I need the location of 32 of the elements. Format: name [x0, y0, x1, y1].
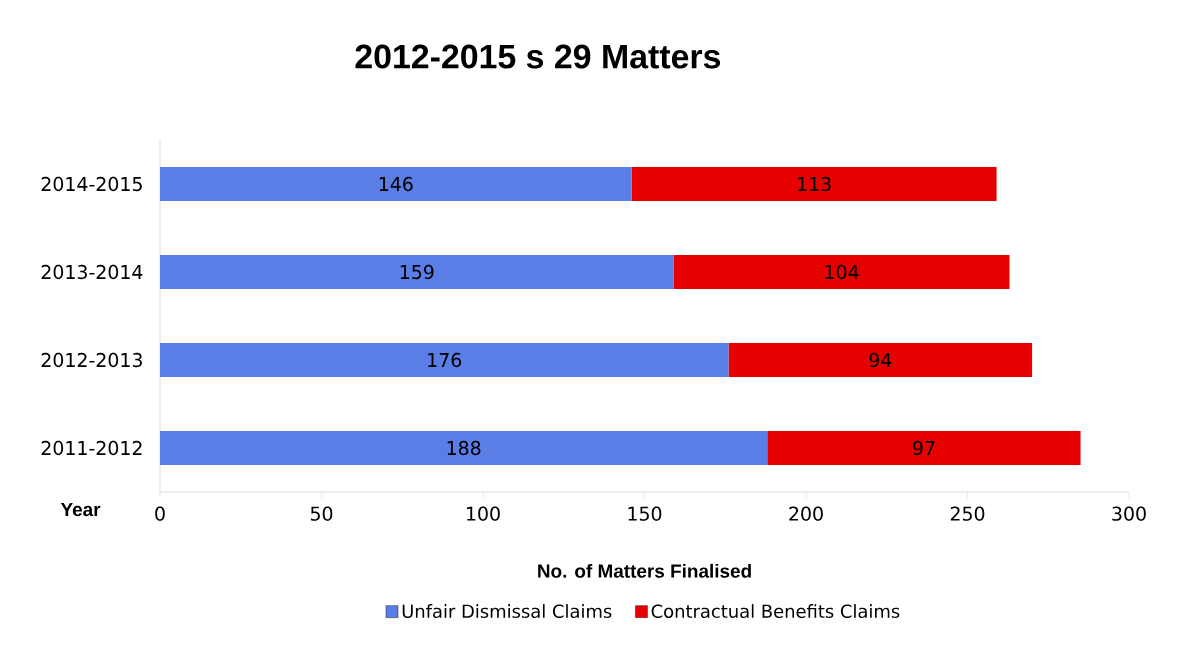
x-tick-label: 0 — [155, 506, 165, 521]
data-label: 159 — [400, 264, 434, 280]
y-tick-label: 2012-2013 — [41, 352, 142, 368]
x-axis-title: No. of Matters Finalised — [538, 563, 751, 578]
x-tick-label: 50 — [310, 506, 333, 521]
x-tick-label: 100 — [467, 506, 500, 521]
data-label: 104 — [825, 264, 859, 280]
y-tick-label: 2011-2012 — [41, 440, 142, 456]
x-tick-label: 300 — [1112, 506, 1146, 521]
bar — [160, 167, 632, 201]
bar — [160, 255, 674, 289]
legend-label: Contractual Benefits Claims — [651, 604, 900, 618]
bar — [728, 343, 1033, 377]
bar — [160, 343, 729, 377]
x-tick-label: 250 — [950, 506, 985, 521]
bar — [767, 431, 1081, 465]
data-label: 146 — [379, 176, 413, 192]
bar — [631, 167, 997, 201]
data-label: 97 — [913, 440, 935, 456]
chart-title: 2012-2015 s 29 Matters — [355, 44, 721, 69]
legend-label: Unfair Dismissal Claims — [402, 604, 612, 618]
bar — [160, 431, 768, 465]
y-tick-label: 2014-2015 — [41, 176, 142, 192]
x-tick-label: 200 — [789, 506, 823, 521]
data-label: 188 — [447, 440, 481, 456]
y-axis-title: Year — [60, 503, 101, 517]
bar — [673, 255, 1010, 289]
data-label: 94 — [869, 352, 892, 368]
data-label: 176 — [428, 352, 462, 368]
data-label: 113 — [798, 176, 831, 192]
x-tick-label: 150 — [628, 506, 662, 521]
y-tick-label: 2013-2014 — [41, 264, 143, 280]
